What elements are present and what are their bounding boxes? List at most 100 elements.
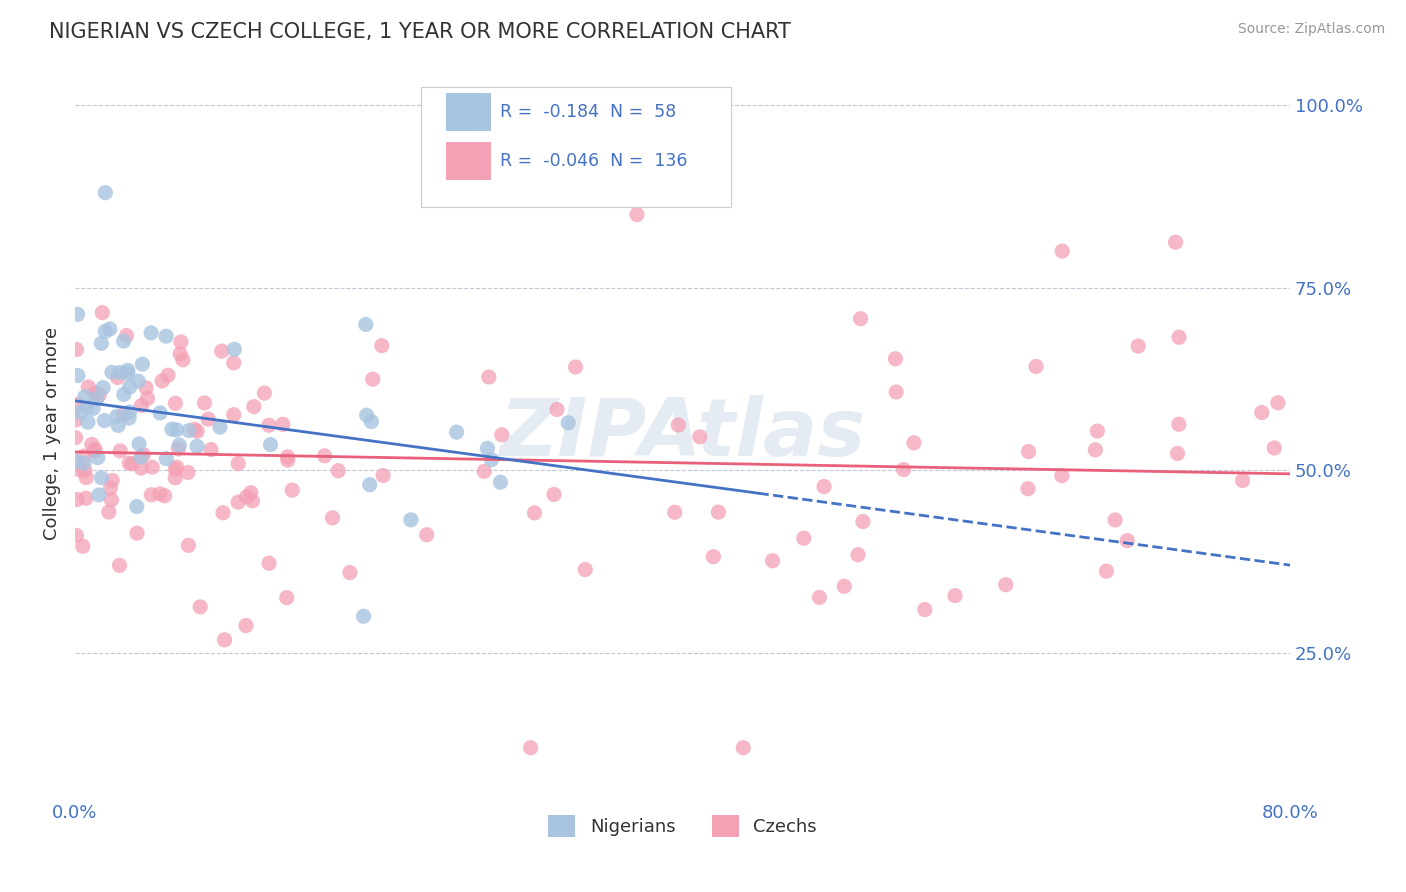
Point <box>353 609 375 624</box>
Point <box>222 356 245 370</box>
Point <box>73 390 96 404</box>
Point <box>86 392 108 406</box>
Point <box>66 307 89 321</box>
Point <box>125 500 148 514</box>
Point <box>117 363 139 377</box>
Point <box>328 464 350 478</box>
Point <box>73 456 96 470</box>
Point <box>186 425 208 439</box>
Point <box>943 589 966 603</box>
Point <box>177 466 200 480</box>
Point <box>73 449 96 463</box>
Point <box>314 449 336 463</box>
Point <box>1084 442 1107 457</box>
Point <box>72 539 94 553</box>
Point <box>131 399 153 413</box>
Point <box>733 740 755 755</box>
FancyBboxPatch shape <box>446 93 491 130</box>
Point <box>121 457 143 471</box>
FancyBboxPatch shape <box>422 87 731 207</box>
Point <box>98 322 121 336</box>
Point <box>339 566 361 580</box>
Point <box>155 329 177 343</box>
Point <box>689 430 711 444</box>
Point <box>77 380 100 394</box>
Text: R =  -0.184  N =  58: R = -0.184 N = 58 <box>501 103 676 120</box>
Point <box>208 420 231 434</box>
Point <box>129 461 152 475</box>
Point <box>543 487 565 501</box>
Point <box>172 352 194 367</box>
Point <box>416 528 439 542</box>
Point <box>243 400 266 414</box>
Point <box>257 418 280 433</box>
Point <box>914 602 936 616</box>
Point <box>226 495 249 509</box>
Point <box>994 578 1017 592</box>
Point <box>519 740 541 755</box>
Point <box>155 451 177 466</box>
Point <box>893 462 915 476</box>
Point <box>1050 244 1073 259</box>
Point <box>793 531 815 545</box>
Text: R =  -0.046  N =  136: R = -0.046 N = 136 <box>501 152 688 169</box>
Point <box>808 591 831 605</box>
Point <box>118 380 141 394</box>
Point <box>107 370 129 384</box>
Point <box>89 387 111 401</box>
Point <box>166 460 188 475</box>
Point <box>97 505 120 519</box>
Point <box>212 506 235 520</box>
Point <box>1017 482 1039 496</box>
Point <box>169 347 191 361</box>
Point <box>75 491 97 506</box>
Point <box>277 453 299 467</box>
Point <box>281 483 304 497</box>
Point <box>523 506 546 520</box>
Point <box>664 505 686 519</box>
Point <box>1018 444 1040 458</box>
Point <box>115 328 138 343</box>
Point <box>354 318 377 332</box>
Point <box>1250 405 1272 419</box>
Point <box>574 563 596 577</box>
Point <box>117 367 139 381</box>
Point <box>108 444 131 458</box>
Point <box>73 463 96 477</box>
Point <box>165 396 187 410</box>
Point <box>87 488 110 502</box>
Point <box>491 428 513 442</box>
Point <box>90 471 112 485</box>
Point <box>167 442 190 456</box>
Point <box>707 505 730 519</box>
Point <box>1050 468 1073 483</box>
Point <box>666 418 689 433</box>
Point <box>112 387 135 401</box>
Point <box>626 208 648 222</box>
Point <box>169 438 191 452</box>
Point <box>1116 533 1139 548</box>
Point <box>177 538 200 552</box>
Point <box>76 401 98 415</box>
Point <box>132 448 155 462</box>
Point <box>360 415 382 429</box>
Point <box>702 549 724 564</box>
Point <box>1104 513 1126 527</box>
Point <box>118 411 141 425</box>
Point <box>371 468 394 483</box>
Point <box>399 513 422 527</box>
Point <box>65 528 87 542</box>
Point <box>94 324 117 338</box>
Point <box>761 554 783 568</box>
Text: ZIPAtlas: ZIPAtlas <box>499 394 866 473</box>
Point <box>235 618 257 632</box>
Point <box>884 384 907 399</box>
Point <box>371 338 394 352</box>
Point <box>94 186 117 200</box>
Point <box>271 417 294 432</box>
Point <box>852 515 875 529</box>
Point <box>77 415 100 429</box>
Point <box>131 357 153 371</box>
Point <box>91 305 114 319</box>
Point <box>90 336 112 351</box>
